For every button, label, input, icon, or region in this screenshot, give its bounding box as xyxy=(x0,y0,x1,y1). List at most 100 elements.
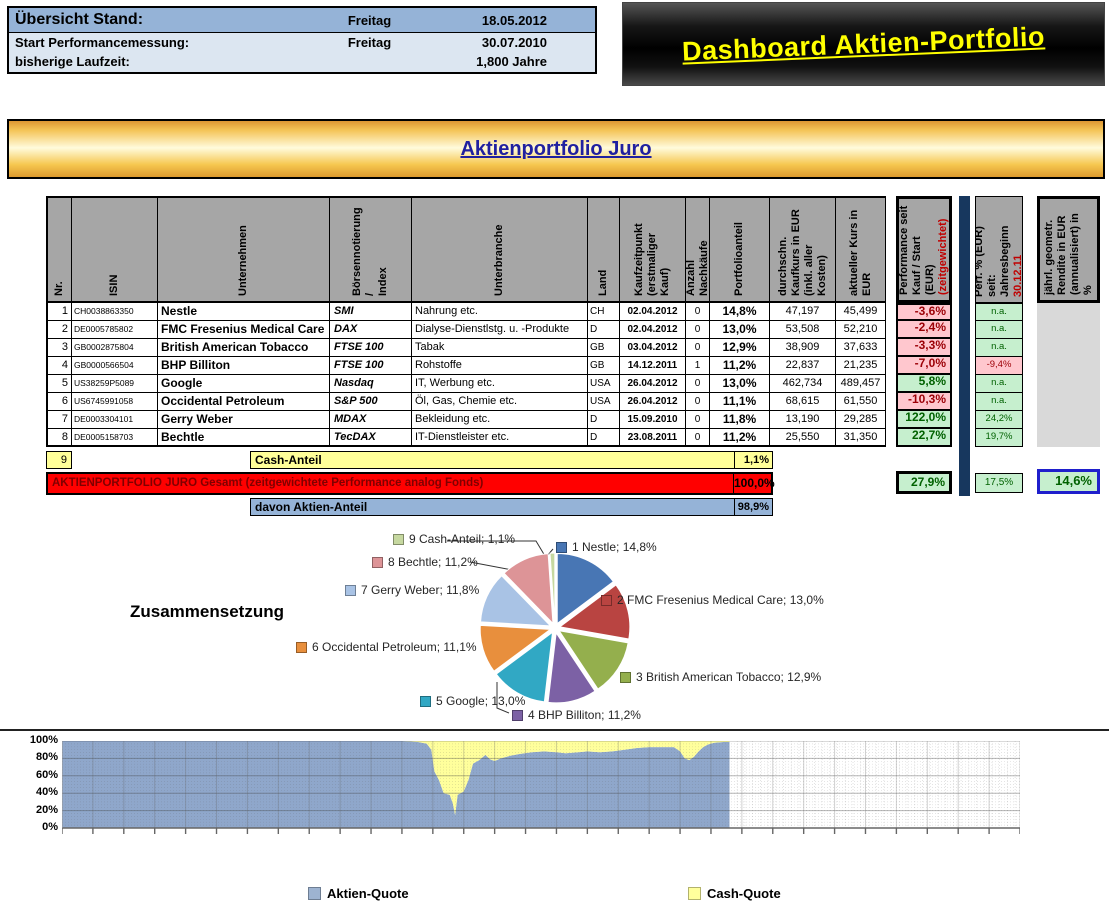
table-cell[interactable]: 7 xyxy=(46,411,72,429)
ytd-cell[interactable]: -9,4% xyxy=(975,356,1023,375)
cash-row[interactable]: Cash-Anteil 1,1% xyxy=(250,451,773,469)
table-cell[interactable]: 5 xyxy=(46,375,72,393)
column-header[interactable]: Nr. xyxy=(46,196,72,303)
table-cell[interactable]: DE0005785802 xyxy=(72,321,158,339)
ytd-cell[interactable]: n.a. xyxy=(975,338,1023,357)
ytd-cell[interactable]: n.a. xyxy=(975,320,1023,339)
table-cell[interactable]: 02.04.2012 xyxy=(620,303,686,321)
pie-slice-3[interactable] xyxy=(558,630,629,690)
table-cell[interactable]: MDAX xyxy=(330,411,412,429)
legend-aktien-quote[interactable]: Aktien-Quote xyxy=(308,886,409,901)
quote-area-chart[interactable] xyxy=(62,741,1020,836)
table-cell[interactable]: 14.12.2011 xyxy=(620,357,686,375)
ytd-column-header[interactable]: Perf. % (EUR) seit: Jahresbeginn 30.12.1… xyxy=(975,196,1023,303)
table-cell[interactable]: 53,508 xyxy=(770,321,836,339)
table-cell[interactable]: IT, Werbung etc. xyxy=(412,375,588,393)
table-cell[interactable]: SMI xyxy=(330,303,412,321)
table-cell[interactable]: 22,837 xyxy=(770,357,836,375)
table-cell[interactable]: FMC Fresenius Medical Care xyxy=(158,321,330,339)
performance-cell[interactable]: -3,3% xyxy=(896,337,952,357)
total-geometric-return-cell[interactable]: 14,6% xyxy=(1037,469,1100,494)
column-header[interactable]: aktueller Kurs in EUR xyxy=(836,196,886,303)
equity-row[interactable]: davon Aktien-Anteil 98,9% xyxy=(250,498,773,516)
table-cell[interactable]: 13,190 xyxy=(770,411,836,429)
column-header[interactable]: Portfolioanteil xyxy=(710,196,770,303)
table-cell[interactable]: Occidental Petroleum xyxy=(158,393,330,411)
table-cell[interactable]: 6 xyxy=(46,393,72,411)
table-cell[interactable]: D xyxy=(588,411,620,429)
table-cell[interactable]: GB xyxy=(588,339,620,357)
column-header[interactable]: ISIN xyxy=(72,196,158,303)
total-row[interactable]: AKTIENPORTFOLIO JURO Gesamt (zeitgewicht… xyxy=(46,472,775,495)
table-cell[interactable]: 37,633 xyxy=(836,339,886,357)
table-cell[interactable]: Bekleidung etc. xyxy=(412,411,588,429)
column-header[interactable]: Kaufzeitpunkt (erstmaliger Kauf) xyxy=(620,196,686,303)
table-cell[interactable]: 02.04.2012 xyxy=(620,321,686,339)
table-cell[interactable]: 21,235 xyxy=(836,357,886,375)
ytd-cell[interactable]: n.a. xyxy=(975,303,1023,321)
table-cell[interactable]: 0 xyxy=(686,339,710,357)
table-cell[interactable]: British American Tobacco xyxy=(158,339,330,357)
total-ytd-cell[interactable]: 17,5% xyxy=(975,473,1023,493)
table-cell[interactable]: USA xyxy=(588,393,620,411)
table-cell[interactable]: Nasdaq xyxy=(330,375,412,393)
legend-cash-quote[interactable]: Cash-Quote xyxy=(688,886,781,901)
table-cell[interactable]: D xyxy=(588,429,620,447)
table-cell[interactable]: D xyxy=(588,321,620,339)
pie-slice-4[interactable] xyxy=(547,631,596,704)
column-header[interactable]: Anzahl Nachkäufe xyxy=(686,196,710,303)
cash-row-number-cell[interactable]: 9 xyxy=(46,451,72,469)
table-cell[interactable]: 26.04.2012 xyxy=(620,393,686,411)
pie-slice-6[interactable] xyxy=(479,624,552,672)
table-cell[interactable]: Bechtle xyxy=(158,429,330,447)
table-cell[interactable]: Dialyse-Dienstlstg. u. -Produkte xyxy=(412,321,588,339)
table-cell[interactable]: BHP Billiton xyxy=(158,357,330,375)
table-cell[interactable]: 47,197 xyxy=(770,303,836,321)
table-cell[interactable]: IT-Dienstleister etc. xyxy=(412,429,588,447)
pie-chart[interactable] xyxy=(460,545,650,717)
ytd-cell[interactable]: 24,2% xyxy=(975,410,1023,429)
performance-cell[interactable]: 22,7% xyxy=(896,427,952,447)
performance-cell[interactable]: -7,0% xyxy=(896,355,952,375)
table-cell[interactable]: 15.09.2010 xyxy=(620,411,686,429)
table-cell[interactable]: 25,550 xyxy=(770,429,836,447)
table-cell[interactable]: S&P 500 xyxy=(330,393,412,411)
table-cell[interactable]: Google xyxy=(158,375,330,393)
table-cell[interactable]: 489,457 xyxy=(836,375,886,393)
pie-slice-2[interactable] xyxy=(558,584,631,640)
table-cell[interactable]: 38,909 xyxy=(770,339,836,357)
performance-cell[interactable]: 122,0% xyxy=(896,409,952,429)
table-cell[interactable]: GB0002875804 xyxy=(72,339,158,357)
table-cell[interactable]: 03.04.2012 xyxy=(620,339,686,357)
table-cell[interactable]: 11,8% xyxy=(710,411,770,429)
table-cell[interactable]: 0 xyxy=(686,429,710,447)
table-cell[interactable]: 29,285 xyxy=(836,411,886,429)
table-cell[interactable]: US6745991058 xyxy=(72,393,158,411)
column-header[interactable]: Unterbranche xyxy=(412,196,588,303)
column-header[interactable]: Land xyxy=(588,196,620,303)
table-cell[interactable]: 61,550 xyxy=(836,393,886,411)
table-cell[interactable]: DAX xyxy=(330,321,412,339)
performance-cell[interactable]: 5,8% xyxy=(896,373,952,393)
column-header[interactable]: Unternehmen xyxy=(158,196,330,303)
table-cell[interactable]: 23.08.2011 xyxy=(620,429,686,447)
ytd-cell[interactable]: n.a. xyxy=(975,392,1023,411)
table-cell[interactable]: 31,350 xyxy=(836,429,886,447)
table-cell[interactable]: 2 xyxy=(46,321,72,339)
performance-cell[interactable]: -2,4% xyxy=(896,319,952,339)
table-cell[interactable]: 8 xyxy=(46,429,72,447)
column-header[interactable]: durchschn. Kaufkurs in EUR (inkl. aller … xyxy=(770,196,836,303)
pie-slice-5[interactable] xyxy=(495,631,554,703)
performance-cell[interactable]: -10,3% xyxy=(896,391,952,411)
table-cell[interactable]: FTSE 100 xyxy=(330,357,412,375)
table-cell[interactable]: USA xyxy=(588,375,620,393)
table-cell[interactable]: 0 xyxy=(686,393,710,411)
pie-slice-1[interactable] xyxy=(556,553,615,625)
pie-slice-7[interactable] xyxy=(480,575,552,627)
table-cell[interactable]: 11,2% xyxy=(710,429,770,447)
geometric-return-column-header[interactable]: jährl. geometr. Rendite in EUR (annualis… xyxy=(1037,196,1100,303)
table-cell[interactable]: 1 xyxy=(46,303,72,321)
table-cell[interactable]: Nahrung etc. xyxy=(412,303,588,321)
table-cell[interactable]: Rohstoffe xyxy=(412,357,588,375)
table-cell[interactable]: TecDAX xyxy=(330,429,412,447)
